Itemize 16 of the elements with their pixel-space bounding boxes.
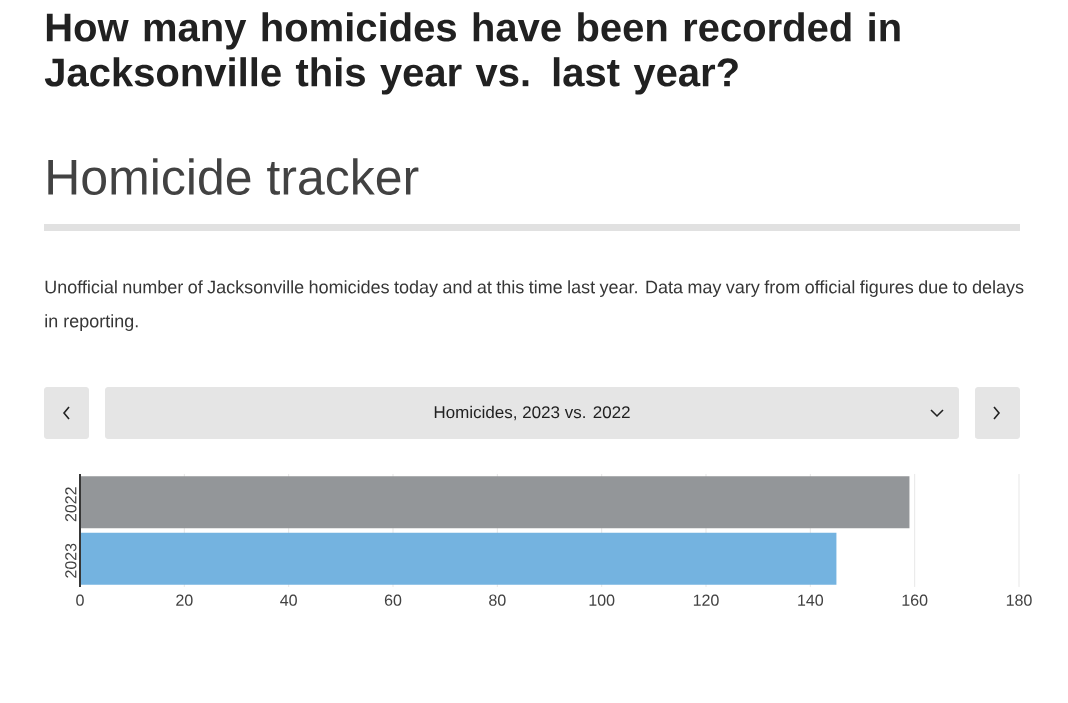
x-tick-label: 120 [693,594,719,606]
y-tick-label: 2023 [65,543,77,578]
x-tick-label: 60 [384,594,402,606]
x-tick-label: 180 [1006,594,1032,606]
chart-subtitle: Homicide tracker [48,158,419,195]
y-tick-label: 2022 [65,487,77,522]
x-tick-label: 0 [76,594,84,606]
x-tick-label: 140 [798,594,824,606]
x-tick-label: 100 [589,594,615,606]
x-tick-label: 40 [280,594,297,606]
text: Homicides, 2023 vs. 2022 [434,405,630,421]
x-tick-label: 80 [489,594,506,606]
text: Unofficial number of Jacksonville homicides today and at this time last year. Data may vary from official figures due to delays in reporting. [45,280,1024,331]
x-tick-label: 160 [902,594,928,606]
chart-title: How many homicides have been recorded in Jacksonville this year vs. last year? [44,12,900,95]
x-tick-label: 20 [176,594,193,606]
